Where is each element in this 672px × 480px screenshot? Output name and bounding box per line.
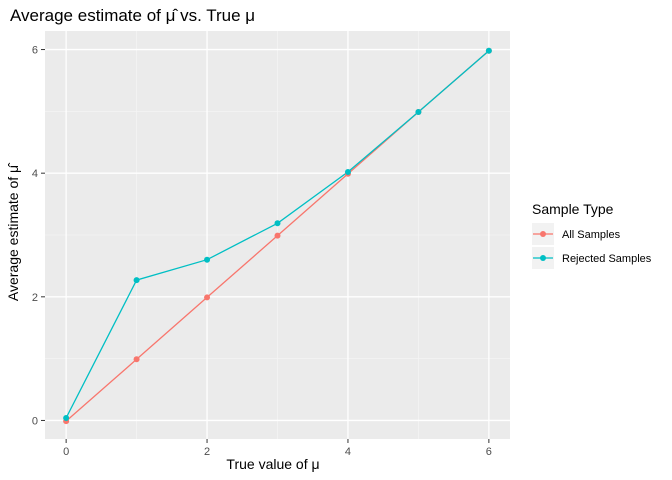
y-tick-label: 0	[32, 415, 38, 427]
data-point-rejected-samples	[344, 168, 351, 175]
y-axis: 0 2 4 6	[32, 45, 45, 427]
data-point-all-samples	[204, 294, 211, 301]
chart-title: Average estimate of μ̂ vs. True μ	[10, 6, 255, 25]
data-point-all-samples	[274, 232, 281, 239]
data-point-rejected-samples	[133, 277, 140, 284]
data-point-rejected-samples	[63, 414, 70, 421]
series-points	[63, 47, 492, 425]
x-axis-title: True value of μ	[226, 456, 319, 472]
x-tick-label: 6	[486, 446, 492, 458]
grid	[45, 31, 510, 439]
legend: Sample Type All Samples Rejected Samples	[532, 201, 652, 269]
data-point-rejected-samples	[485, 47, 492, 54]
x-tick-label: 4	[345, 446, 351, 458]
data-point-rejected-samples	[204, 256, 211, 263]
legend-key-point	[540, 255, 546, 261]
data-point-all-samples	[133, 356, 140, 363]
x-tick-label: 2	[204, 446, 210, 458]
data-point-rejected-samples	[274, 220, 281, 227]
y-tick-label: 4	[32, 168, 38, 180]
data-point-rejected-samples	[415, 108, 422, 115]
x-tick-label: 0	[63, 446, 69, 458]
y-tick-label: 6	[32, 45, 38, 57]
x-axis: 0 2 4 6	[63, 439, 492, 458]
y-tick-label: 2	[32, 292, 38, 304]
legend-title: Sample Type	[532, 201, 614, 217]
legend-key-point	[540, 231, 546, 237]
legend-label: Rejected Samples	[562, 253, 652, 265]
legend-label: All Samples	[562, 229, 621, 241]
y-axis-title: Average estimate of μ̂	[5, 162, 21, 301]
